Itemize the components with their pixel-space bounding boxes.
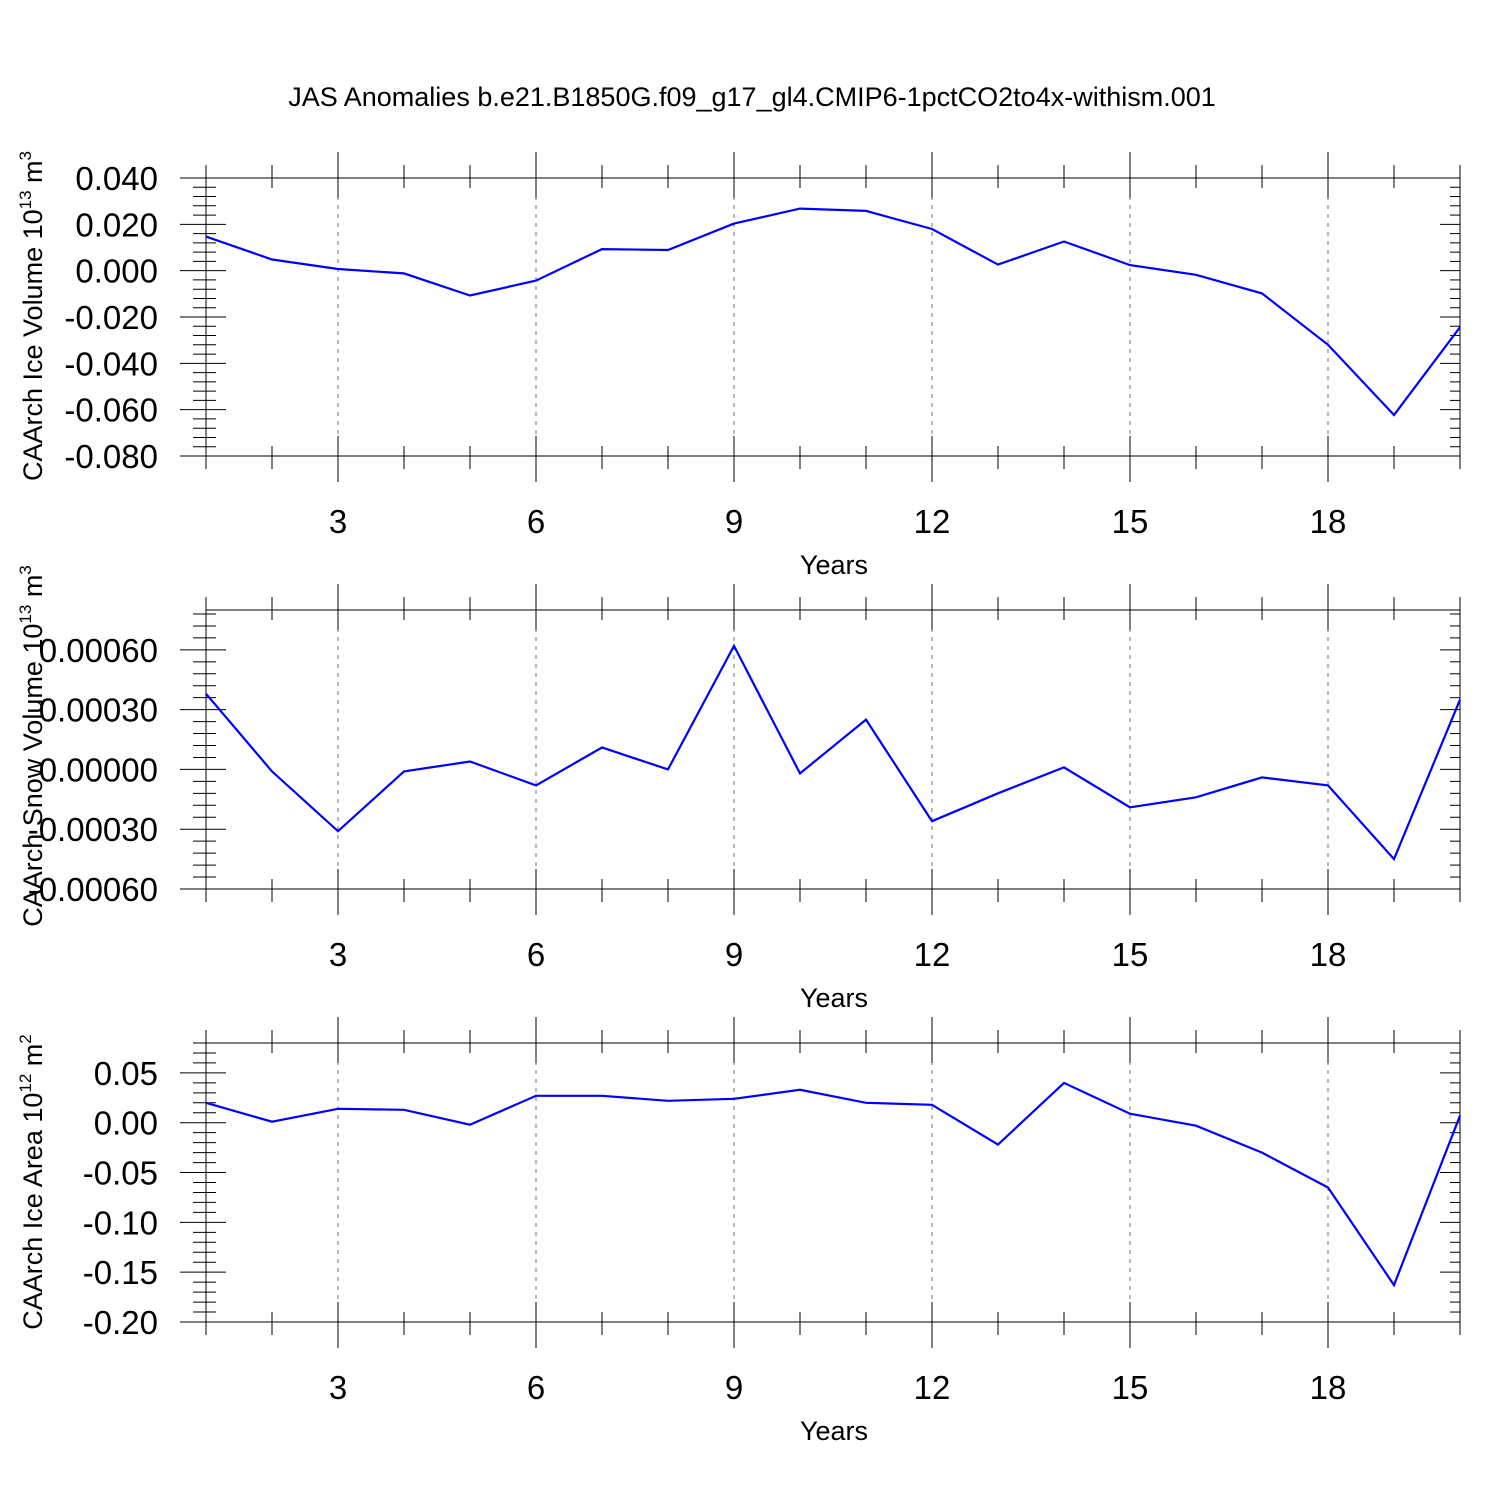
panel-3: 3 6 9 12 15 18 -0.20 -0.15 -0.10 -0.05 0.00 0.05 Yea… [16,1017,1462,1446]
y-tick-label: -0.060 [64,392,158,429]
x-axis-label: Years [800,550,868,580]
series-line [205,207,1461,417]
plot-frame [205,609,1461,890]
y-axis-label-text: m [18,160,48,190]
x-tick-label: 18 [1310,1369,1347,1406]
y-axis-label-superscript: 3 [16,565,35,574]
plot-frame [205,177,1461,457]
x-tick-label: 18 [1310,503,1347,540]
x-tick-label: 12 [914,1369,951,1406]
y-tick-label: -0.05 [83,1155,158,1192]
y-axis-label-superscript: 13 [16,605,35,624]
x-tick-label: 18 [1310,936,1347,973]
y-axis-label-superscript: 13 [16,190,35,209]
y-axis-label: CAArch Ice Area 1012 m2 [16,1034,48,1330]
y-tick-label: -0.10 [83,1204,158,1241]
y-tick-label: -0.020 [64,299,158,336]
x-tick-label: 15 [1112,503,1149,540]
panel-2: 3 6 9 12 15 18 -0.00060 -0.00030 0.00000 0.00030 0… [16,565,1462,1013]
y-tick-label: 0.00060 [39,632,158,669]
x-tick-label: 9 [725,503,743,540]
y-tick-label: -0.040 [64,345,158,382]
series-line [205,643,1462,862]
x-tick-label: 6 [527,936,545,973]
x-tick-label: 15 [1112,936,1149,973]
x-tick-label: 3 [329,503,347,540]
y-tick-label: -0.00060 [28,871,158,908]
x-tick-label: 9 [725,936,743,973]
x-tick-label: 6 [527,1369,545,1406]
y-axis-label-text: m [18,1044,48,1074]
panels: 3 6 9 12 15 18 -0.080 -0.060 -0.040 -0.020 0.000 0.… [16,151,1462,1446]
y-tick-label: 0.00030 [39,692,158,729]
plot-frame [205,1042,1461,1323]
y-axis-label-superscript: 3 [16,151,35,160]
y-tick-label: -0.080 [64,438,158,475]
y-axis-label: CAArch Snow Volume 1013 m3 [16,565,48,927]
x-tick-label: 9 [725,1369,743,1406]
x-tick-label: 6 [527,503,545,540]
y-axis-label-text: CAArch Ice Area 10 [18,1093,48,1330]
y-axis-label-text: m [18,575,48,605]
y-tick-label: -0.15 [83,1254,158,1291]
y-axis-label: CAArch Ice Volume 1013 m3 [16,151,48,481]
y-axis-label-text: CAArch Ice Volume 10 [18,209,48,481]
y-tick-label: 0.05 [94,1055,158,1092]
y-tick-label: 0.000 [75,253,158,290]
x-tick-label: 15 [1112,1369,1149,1406]
panel-1: 3 6 9 12 15 18 -0.080 -0.060 -0.040 -0.020 0.000 0.… [16,151,1461,580]
y-tick-label: -0.20 [83,1304,158,1341]
y-tick-label: -0.00030 [28,811,158,848]
series-line [205,1081,1462,1288]
y-tick-label: 0.040 [75,160,158,197]
x-tick-label: 12 [914,503,951,540]
y-axis-label-text: CAArch Snow Volume 10 [18,624,48,927]
x-tick-label: 3 [329,936,347,973]
y-tick-label: 0.020 [75,206,158,243]
y-axis-label-superscript: 12 [16,1074,35,1093]
x-axis-label: Years [800,983,868,1013]
y-tick-label: 0.00000 [39,751,158,788]
chart-title: JAS Anomalies b.e21.B1850G.f09_g17_gl4.C… [288,82,1216,112]
y-tick-label: 0.00 [94,1105,158,1142]
y-axis-label-superscript: 2 [16,1034,35,1043]
x-tick-label: 3 [329,1369,347,1406]
x-tick-label: 12 [914,936,951,973]
x-axis-label: Years [800,1416,868,1446]
